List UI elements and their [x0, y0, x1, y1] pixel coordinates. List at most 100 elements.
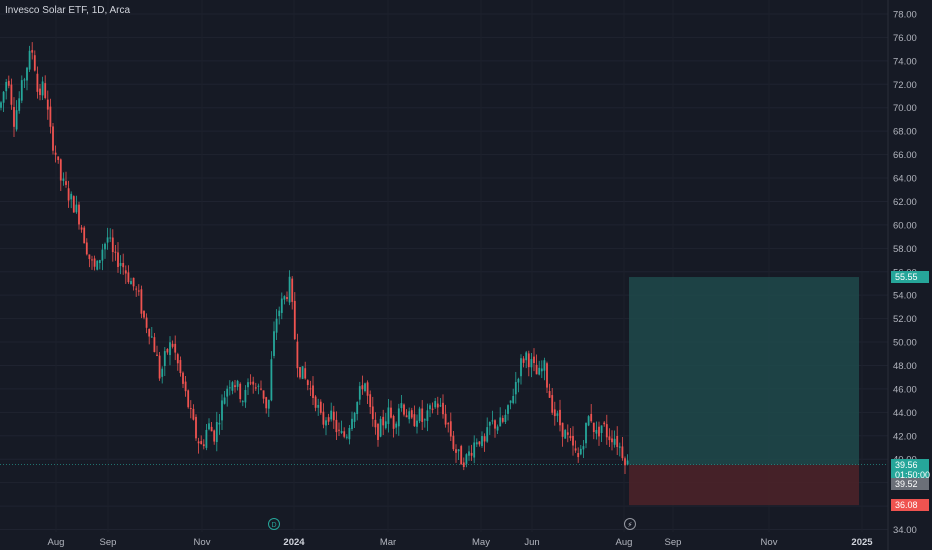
price-tick-label: 34.00 [893, 525, 917, 536]
candle-body [538, 367, 541, 375]
time-tick-label: Mar [380, 537, 396, 548]
price-tick-label: 70.00 [893, 103, 917, 114]
candle-body [39, 88, 41, 95]
candle-body [312, 385, 314, 398]
price-tick-label: 42.00 [893, 431, 917, 442]
candle-body [140, 289, 143, 314]
candle-body [504, 414, 507, 422]
profit-target-zone[interactable] [629, 277, 859, 465]
candle-body [187, 390, 190, 408]
candle-body [325, 420, 327, 426]
time-tick-label: Sep [100, 537, 117, 548]
candle-body [262, 390, 265, 399]
candle-body [447, 423, 450, 425]
candle-body [280, 298, 283, 313]
candle-body [179, 360, 182, 374]
candle-series [0, 42, 629, 475]
candle-body [62, 178, 65, 181]
price-tick-label: 46.00 [893, 384, 917, 395]
candle-body [335, 419, 338, 433]
candle-body [613, 438, 616, 445]
candle-body [54, 152, 57, 155]
candle-body [286, 297, 288, 299]
candle-body [5, 81, 8, 92]
time-axis[interactable]: Aug Sep Nov 2024 Mar May Jun Aug Sep Nov 2025 [48, 537, 874, 548]
target-price-label: 55.55 [891, 271, 929, 284]
candle-body [572, 435, 574, 446]
candle-body [460, 446, 463, 465]
candle-body [104, 243, 106, 250]
candle-body [33, 55, 36, 71]
candle-body [78, 204, 80, 225]
candle-body [384, 421, 387, 429]
price-tick-label: 74.00 [893, 56, 917, 67]
price-tick-label: 62.00 [893, 197, 917, 208]
candle-body [96, 260, 99, 270]
candle-body [228, 387, 231, 389]
candle-body [444, 413, 447, 425]
candle-body [197, 441, 200, 444]
candle-body [200, 441, 203, 445]
candle-body [169, 342, 171, 356]
candle-body [410, 410, 413, 418]
candle-body [371, 406, 374, 420]
candle-body [166, 348, 169, 353]
candle-body [67, 188, 70, 201]
candle-body [475, 442, 478, 445]
candle-body [221, 400, 223, 421]
price-tick-label: 78.00 [893, 10, 917, 21]
candle-body [470, 452, 473, 456]
candle-body [600, 425, 603, 434]
stop-loss-zone[interactable] [629, 464, 859, 506]
candle-body [65, 181, 67, 185]
bar-countdown: 01:50:00 [895, 470, 931, 480]
candle-body [351, 418, 353, 430]
candle-body [13, 107, 15, 127]
candle-body [434, 401, 437, 408]
time-tick-label: Nov [194, 537, 211, 548]
candle-body [387, 407, 390, 425]
candle-body [507, 405, 509, 414]
candle-body [252, 381, 255, 385]
chart-title: Invesco Solar ETF, 1D, Arca [5, 5, 131, 16]
candle-body [624, 458, 626, 466]
position-zones[interactable] [0, 277, 888, 506]
candle-body [348, 427, 351, 440]
candle-body [299, 367, 301, 378]
candle-body [265, 397, 268, 409]
candle-body [501, 418, 504, 422]
candle-body [366, 382, 369, 396]
candle-body [564, 430, 567, 439]
candle-body [257, 385, 260, 387]
candle-body [587, 416, 590, 426]
candle-body [283, 296, 286, 300]
candle-body [88, 254, 91, 260]
candle-body [195, 416, 197, 439]
time-tick-label: May [472, 537, 490, 548]
earnings-badge [624, 518, 636, 530]
candle-body [226, 388, 229, 397]
time-tick-label: Aug [616, 537, 633, 548]
candle-body [509, 400, 512, 403]
price-tick-label: 54.00 [893, 291, 917, 302]
candle-body [291, 278, 294, 302]
candle-body [559, 409, 561, 426]
candle-body [520, 358, 522, 377]
candle-body [512, 395, 515, 404]
candle-body [403, 404, 405, 415]
candle-body [288, 276, 291, 303]
candle-body [83, 227, 86, 244]
candle-body [527, 353, 530, 368]
candle-body [44, 83, 47, 98]
price-tick-label: 50.00 [893, 338, 917, 349]
candle-body [374, 419, 377, 428]
candle-body [301, 366, 304, 379]
candle-body [28, 50, 31, 70]
candle-body [122, 262, 125, 268]
candle-body [418, 408, 421, 422]
candle-body [163, 351, 166, 367]
candle-body [20, 80, 23, 101]
candle-body [353, 412, 356, 422]
candle-body [41, 81, 44, 96]
